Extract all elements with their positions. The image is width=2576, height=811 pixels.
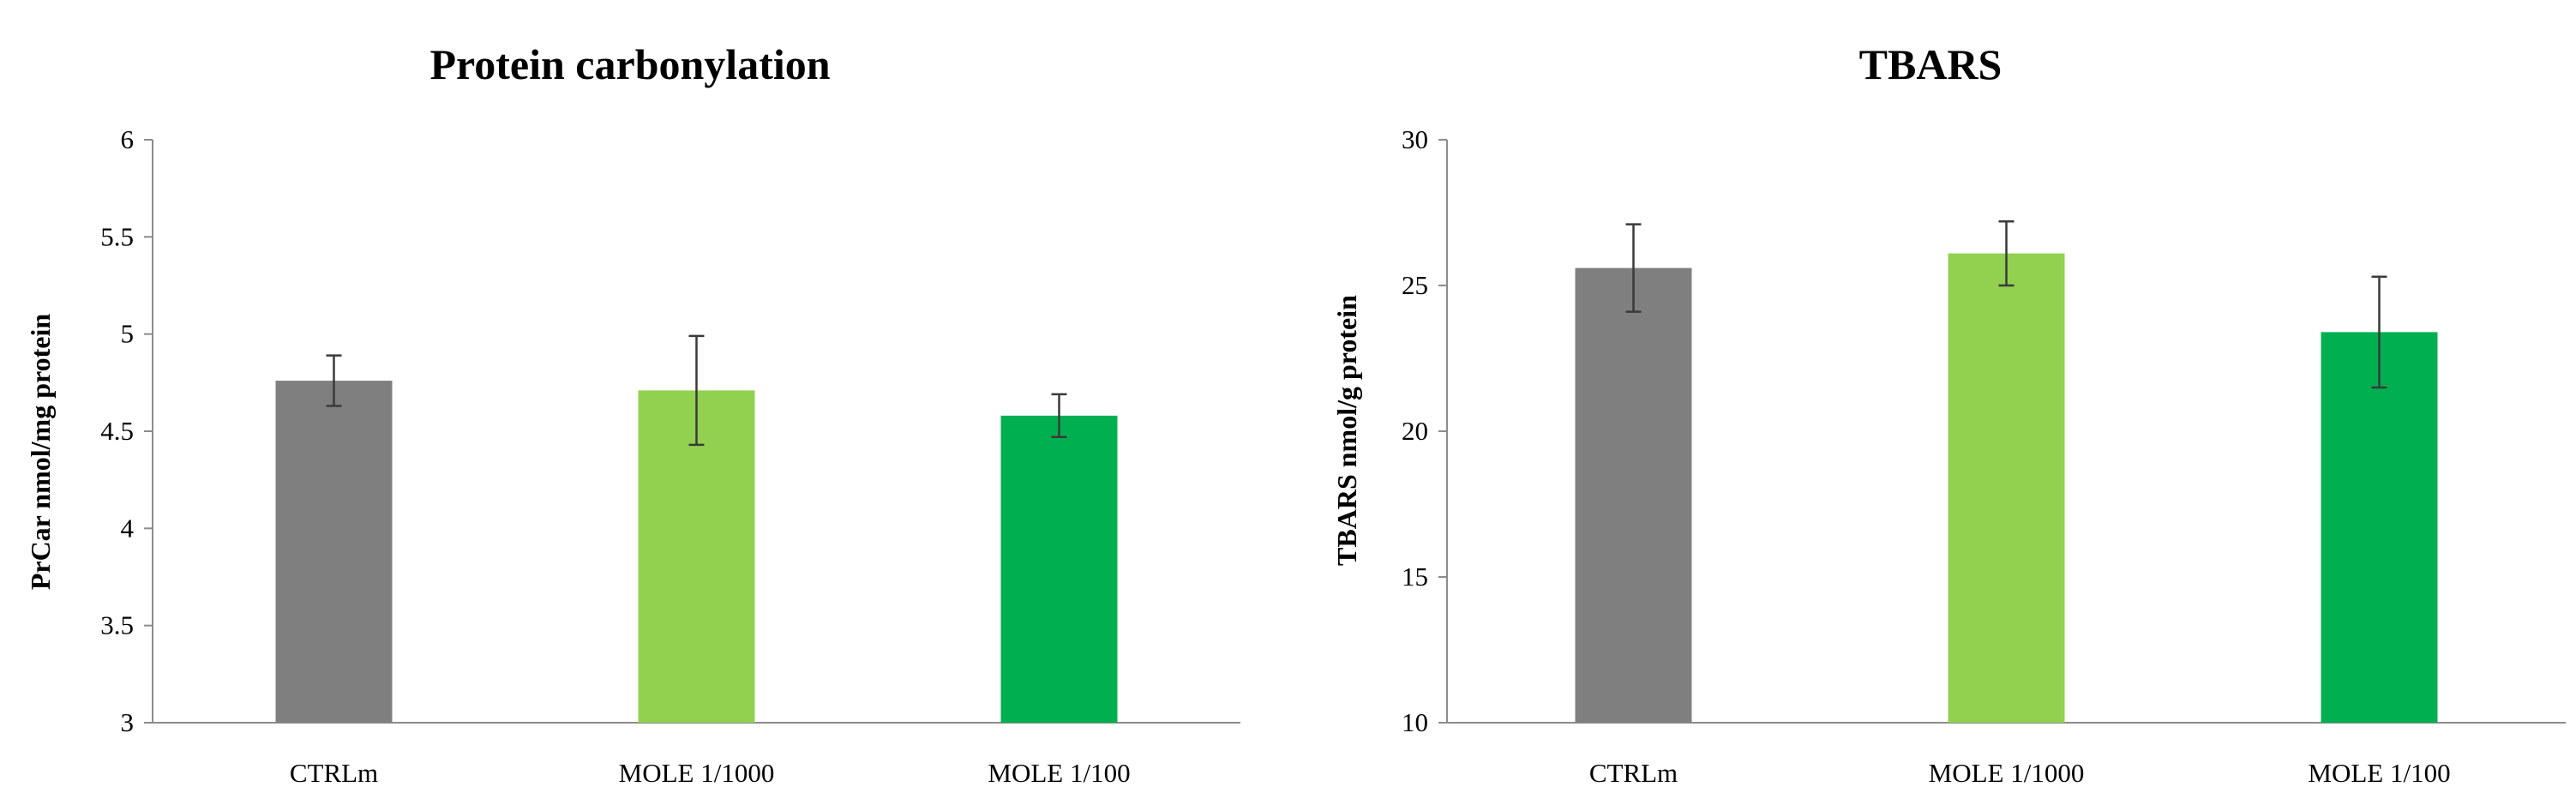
category-label: MOLE 1/100 <box>988 758 1130 788</box>
y-tick-label: 25 <box>1402 270 1428 300</box>
y-tick-label: 20 <box>1402 416 1428 446</box>
y-tick-label: 3.5 <box>100 610 134 640</box>
category-label: MOLE 1/100 <box>2308 758 2450 788</box>
y-tick-label: 5 <box>121 319 135 349</box>
y-tick-label: 4.5 <box>100 416 134 446</box>
y-ticks: 3 3.5 4 4.5 5 5.5 6 <box>100 124 153 737</box>
tbars-chart: TBARS TBARS nmol/g protein 10 15 20 25 30 CT… <box>1331 40 2566 788</box>
error-bars <box>1625 219 2387 389</box>
y-tick-label: 10 <box>1402 707 1428 737</box>
category-label: MOLE 1/1000 <box>619 758 775 788</box>
error-bars <box>326 334 1067 447</box>
bars <box>275 381 1118 723</box>
category-labels: CTRLm MOLE 1/1000 MOLE 1/100 <box>290 758 1131 788</box>
bar <box>1575 267 1692 724</box>
bar <box>2321 332 2438 723</box>
bar <box>1000 415 1118 723</box>
y-ticks: 10 15 20 25 30 <box>1402 124 1447 737</box>
category-label: MOLE 1/1000 <box>1929 758 2085 788</box>
y-tick-label: 30 <box>1402 124 1428 154</box>
category-labels: CTRLm MOLE 1/1000 MOLE 1/100 <box>1589 758 2451 788</box>
bar <box>275 381 393 723</box>
category-label: CTRLm <box>1589 758 1678 788</box>
category-label: CTRLm <box>290 758 378 788</box>
bars <box>1575 253 2438 724</box>
protein-carbonylation-chart: Protein carbonylation PrCar nmol/mg prot… <box>25 40 1240 788</box>
y-tick-label: 3 <box>121 707 135 737</box>
y-tick-label: 4 <box>121 513 135 543</box>
y-tick-label: 5.5 <box>100 221 134 251</box>
y-axis-label: PrCar nmol/mg protein <box>25 314 56 591</box>
y-axis-label: TBARS nmol/g protein <box>1331 295 1362 566</box>
chart-title: Protein carbonylation <box>429 40 830 88</box>
chart-title: TBARS <box>1859 40 2003 88</box>
bar <box>1948 253 2065 724</box>
y-tick-label: 15 <box>1402 562 1428 592</box>
y-tick-label: 6 <box>121 124 135 154</box>
